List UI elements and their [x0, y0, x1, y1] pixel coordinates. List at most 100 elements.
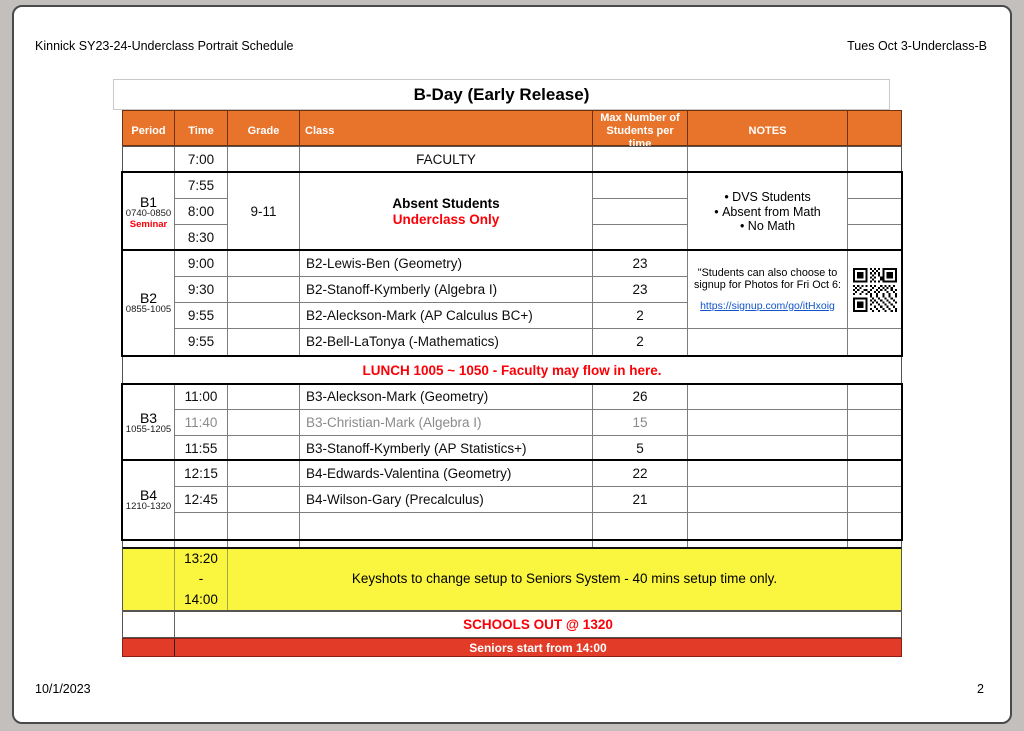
seniors-row: Seniors start from 14:00: [122, 638, 902, 657]
blank-cell: [300, 540, 593, 548]
period-label: B3: [139, 409, 158, 426]
notes-cell: [688, 461, 848, 487]
class-line-2: Underclass Only: [392, 212, 500, 227]
class-cell: B2-Aleckson-Mark (AP Calculus BC+): [300, 303, 593, 329]
notes-cell: [688, 435, 848, 461]
period-hours: 0740-0850: [125, 207, 172, 219]
note-bullet: Absent from Math: [714, 205, 821, 219]
time-cell: 8:00: [175, 199, 228, 225]
schools-out-text: SCHOOLS OUT @ 1320: [463, 617, 613, 632]
lunch-row: LUNCH 1005 ~ 1050 - Faculty may flow in …: [122, 356, 902, 384]
max-cell: 23: [593, 251, 688, 277]
period-hours: 1210-1320: [125, 501, 172, 513]
grade-cell: [228, 251, 300, 277]
period-label: B1: [139, 193, 158, 210]
notes-cell: "Students can also choose to signup for …: [688, 251, 848, 329]
keyshots-time-dash: -: [198, 571, 204, 587]
qr-cell: [848, 251, 901, 329]
time-cell: [175, 513, 228, 539]
col-header-class: Class: [300, 111, 593, 153]
period-cell: [123, 147, 175, 172]
grade-cell: [228, 410, 300, 436]
class-cell: B3-Christian-Mark (Algebra I): [300, 410, 593, 436]
period-cell: B1 0740-0850 Seminar: [123, 173, 175, 251]
blank-cell: [848, 436, 901, 461]
period-block-b3: B3 1055-1205 11:00 11:40 11:55 B3-Alecks…: [122, 384, 902, 462]
col-header-period: Period: [123, 111, 175, 153]
class-cell: B3-Stanoff-Kymberly (AP Statistics+): [300, 435, 593, 461]
col-header-time: Time: [175, 111, 228, 153]
time-cell: 11:40: [175, 410, 228, 436]
period-block-b2: B2 0855-1005 9:00 9:30 9:55 9:55 B2-Lewi…: [122, 250, 902, 356]
blank-cell: [848, 225, 901, 251]
class-cell: Absent Students Underclass Only: [300, 173, 593, 251]
notes-cell: [688, 385, 848, 411]
max-cell: 15: [593, 410, 688, 436]
notes-cell: [688, 513, 848, 539]
time-cell: 8:30: [175, 225, 228, 251]
grade-cell: 9-11: [228, 173, 300, 251]
period-hours: 1055-1205: [125, 424, 172, 436]
blank-cell: [848, 199, 901, 225]
blank-cell: [848, 147, 901, 172]
class-cell: B3-Aleckson-Mark (Geometry): [300, 385, 593, 411]
period-label: B4: [139, 486, 158, 503]
schedule-title: B-Day (Early Release): [113, 79, 890, 110]
grade-cell: [228, 385, 300, 411]
time-cell: 11:55: [175, 435, 228, 461]
period-label: B2: [139, 289, 158, 306]
blank-cell: [228, 540, 300, 548]
seniors-text: Seniors start from 14:00: [469, 640, 607, 655]
max-cell: 5: [593, 435, 688, 461]
signup-note-text: "Students can also choose to signup for …: [693, 267, 842, 292]
grade-cell: [228, 513, 300, 539]
blank-cell: [593, 540, 688, 548]
grade-cell: [228, 329, 300, 355]
max-cell: [593, 225, 688, 251]
signup-link[interactable]: https://signup.com/go/itHxoig: [700, 299, 835, 312]
blank-cell: [175, 540, 228, 548]
time-cell: 11:00: [175, 385, 228, 411]
class-cell: B2-Lewis-Ben (Geometry): [300, 251, 593, 277]
qr-code-icon: [852, 267, 897, 312]
blank-cell: [848, 385, 901, 411]
time-cell: 7:55: [175, 173, 228, 199]
time-cell: 7:00: [175, 147, 228, 172]
time-cell: 9:55: [175, 303, 228, 329]
keyshots-time-end: 14:00: [184, 591, 218, 607]
max-cell: 2: [593, 329, 688, 355]
note-bullet: DVS Students: [724, 190, 811, 204]
blank-cell: [848, 329, 901, 355]
period-cell: B3 1055-1205: [123, 385, 175, 461]
max-cell: 2: [593, 303, 688, 329]
time-cell: 9:30: [175, 277, 228, 303]
class-cell: B4-Edwards-Valentina (Geometry): [300, 461, 593, 487]
blank-cell: [848, 461, 901, 487]
note-bullet: No Math: [740, 219, 795, 233]
grade-cell: [228, 303, 300, 329]
time-cell: 9:55: [175, 329, 228, 355]
keyshots-time-start: 13:20: [184, 551, 218, 567]
time-cell: 12:15: [175, 461, 228, 487]
blank-cell: [848, 173, 901, 199]
max-cell: [593, 173, 688, 199]
period-cell: [123, 549, 175, 610]
blank-cell: [848, 513, 901, 539]
grade-cell: [228, 277, 300, 303]
notes-cell: [688, 410, 848, 436]
max-cell: [593, 199, 688, 225]
notes-cell: DVS Students Absent from Math No Math: [688, 173, 848, 251]
max-cell: [593, 513, 688, 539]
max-cell: 26: [593, 385, 688, 411]
period-block-b4: B4 1210-1320 12:15 12:45 B4-Edwards-Vale…: [122, 460, 902, 540]
max-cell: 23: [593, 277, 688, 303]
schools-out-row: SCHOOLS OUT @ 1320: [122, 611, 902, 638]
time-cell: 12:45: [175, 487, 228, 513]
blank-cell: [848, 487, 901, 513]
max-cell: 21: [593, 487, 688, 513]
period-cell: [123, 639, 175, 656]
blank-cell: [688, 540, 848, 548]
period-cell: [123, 612, 175, 637]
class-cell: B2-Stanoff-Kymberly (Algebra I): [300, 277, 593, 303]
grade-cell: [228, 147, 300, 172]
